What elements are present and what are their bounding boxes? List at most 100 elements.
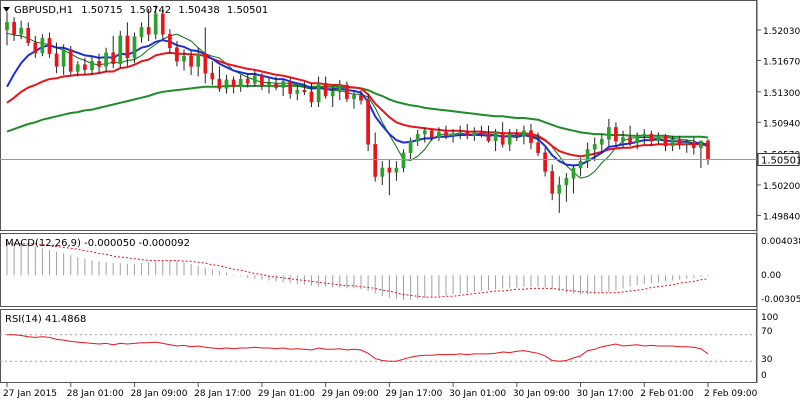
candle xyxy=(366,93,370,152)
candle-body xyxy=(550,171,555,194)
candle xyxy=(543,147,547,177)
candle xyxy=(238,74,243,92)
candle-body xyxy=(387,167,392,173)
candle-body xyxy=(493,132,498,142)
candle xyxy=(408,137,413,160)
candle xyxy=(522,125,526,145)
candle-body xyxy=(444,132,448,137)
candle-body xyxy=(684,142,689,145)
candle xyxy=(83,57,87,75)
candle xyxy=(585,142,590,169)
candle xyxy=(175,40,179,67)
candle xyxy=(245,73,250,88)
candle-body xyxy=(522,130,526,137)
candle xyxy=(493,129,498,152)
candle xyxy=(599,134,604,153)
candle-body xyxy=(323,83,328,97)
candle-body xyxy=(252,75,257,84)
rsi-label: RSI(14) 41.4868 xyxy=(5,314,86,325)
candle xyxy=(168,29,172,54)
candle-body xyxy=(203,53,208,74)
candle xyxy=(429,129,434,141)
candle xyxy=(316,76,321,108)
candle-body xyxy=(19,28,24,35)
candle xyxy=(628,125,632,146)
candle-body xyxy=(75,64,80,72)
candle-body xyxy=(175,47,179,62)
rsi-tick-70: 70 xyxy=(761,327,773,337)
candle-body xyxy=(500,132,505,145)
candle xyxy=(437,127,441,141)
macd-tick-zero: 0.00 xyxy=(761,271,781,281)
candle xyxy=(210,61,215,86)
candle-body xyxy=(118,35,123,65)
dropdown-triangle-icon[interactable] xyxy=(3,7,10,12)
candle xyxy=(592,137,597,162)
candle xyxy=(649,130,654,146)
price-tick-label: 1.51670 xyxy=(763,57,800,67)
candle-body xyxy=(458,132,463,135)
candle-body xyxy=(281,81,286,88)
candle xyxy=(387,159,392,196)
candle xyxy=(529,123,533,150)
time-axis: 27 Jan 2015 28 Jan 01:00 28 Jan 09:00 28 Ja… xyxy=(3,383,758,399)
candle-body xyxy=(437,132,441,138)
low-price: 1.50438 xyxy=(178,5,219,16)
candle-body xyxy=(132,36,137,59)
candle-body xyxy=(238,78,243,87)
candle-body xyxy=(656,135,661,142)
candle-body xyxy=(507,133,512,145)
candle xyxy=(68,46,73,75)
candle-body xyxy=(160,13,165,35)
candle xyxy=(465,123,470,140)
candle xyxy=(380,161,385,185)
price-tick-label: 1.52030 xyxy=(763,27,800,37)
candle xyxy=(75,61,80,77)
candle-body xyxy=(514,133,519,137)
candle xyxy=(40,34,45,57)
time-tick-label: 27 Jan 2015 xyxy=(3,389,57,399)
candle xyxy=(444,125,448,140)
candle-body xyxy=(302,89,307,93)
candle-body xyxy=(621,137,625,142)
time-tick-label: 28 Jan 17:00 xyxy=(194,389,251,399)
candle xyxy=(359,90,363,105)
candle xyxy=(614,122,618,146)
candlestick-series xyxy=(5,5,710,213)
candle xyxy=(260,73,264,91)
candle xyxy=(217,66,222,92)
macd-axis: 0.004038 0.00 -0.00305 xyxy=(761,237,800,305)
candle-body xyxy=(359,94,363,101)
candle xyxy=(182,49,186,71)
time-tick-label: 2 Feb 09:00 xyxy=(704,389,758,399)
candle-body xyxy=(345,84,349,99)
price-tick-label: 1.51300 xyxy=(763,89,800,99)
candle-body xyxy=(599,138,604,145)
time-tick-label: 28 Jan 09:00 xyxy=(130,389,187,399)
candle xyxy=(422,127,427,143)
chart-header: GBPUSD,H1 1.50715 1.50742 1.50438 1.5050… xyxy=(3,5,268,16)
candle-body xyxy=(366,100,370,145)
candle-body xyxy=(401,152,406,169)
candle-body xyxy=(153,13,158,35)
candle-body xyxy=(628,137,632,143)
candle-body xyxy=(330,91,335,97)
candle-body xyxy=(196,53,201,67)
candle xyxy=(507,129,512,152)
close-price: 1.50501 xyxy=(227,5,268,16)
rsi-line xyxy=(7,334,709,362)
candle xyxy=(26,22,31,47)
candle-body xyxy=(40,38,45,54)
rsi-tick-30: 30 xyxy=(761,355,773,365)
candle-body xyxy=(146,27,151,35)
candle-body xyxy=(663,135,668,147)
candle-body xyxy=(691,142,696,148)
candle-body xyxy=(465,132,470,137)
candle xyxy=(139,22,144,43)
ma-thin-line xyxy=(6,32,709,179)
macd-signal-line xyxy=(7,243,709,298)
candle-body xyxy=(111,52,116,65)
candle xyxy=(486,125,491,143)
candle xyxy=(323,76,328,99)
